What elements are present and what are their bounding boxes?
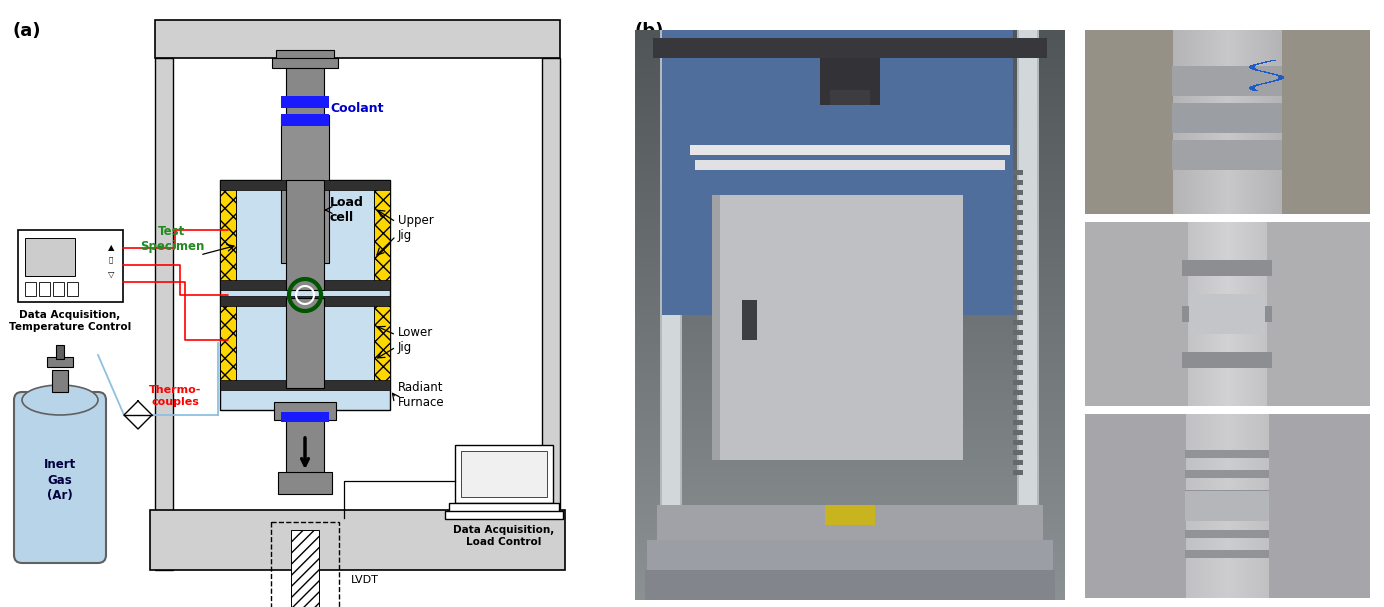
Text: Data Acquisition,
Load Control: Data Acquisition, Load Control: [454, 525, 555, 546]
Text: Thermo-
couples: Thermo- couples: [149, 385, 201, 407]
Bar: [220, 296, 390, 306]
Bar: [155, 58, 173, 570]
Bar: [374, 298, 390, 388]
Bar: [281, 115, 329, 263]
Bar: [220, 298, 237, 388]
Text: Load
cell: Load cell: [329, 196, 364, 224]
Bar: [543, 58, 561, 510]
Bar: [448, 503, 559, 513]
Bar: [220, 180, 237, 288]
Bar: [291, 530, 318, 607]
Text: Test
Specimen: Test Specimen: [140, 225, 205, 253]
Bar: [55, 345, 64, 359]
Bar: [53, 282, 64, 296]
Bar: [18, 230, 123, 302]
Text: (a): (a): [12, 22, 40, 40]
Bar: [455, 445, 554, 503]
Text: Lower
Jig: Lower Jig: [399, 326, 433, 354]
Bar: [220, 180, 390, 190]
Bar: [25, 282, 36, 296]
Bar: [149, 510, 565, 570]
Bar: [271, 522, 339, 607]
Bar: [281, 114, 329, 126]
Bar: [220, 180, 390, 410]
Text: Data Acquisition,
Temperature Control: Data Acquisition, Temperature Control: [8, 310, 131, 331]
FancyBboxPatch shape: [14, 392, 107, 563]
Bar: [274, 402, 336, 420]
Bar: [286, 410, 324, 480]
Bar: [286, 180, 324, 290]
Bar: [281, 96, 329, 108]
Bar: [286, 298, 324, 388]
Text: Coolant: Coolant: [329, 101, 383, 115]
Text: ▽: ▽: [108, 270, 115, 279]
Text: ▲: ▲: [108, 243, 115, 253]
Text: Upper
Jig: Upper Jig: [399, 214, 433, 242]
Text: Inert
Gas
(Ar): Inert Gas (Ar): [44, 458, 76, 501]
Bar: [25, 238, 75, 276]
Bar: [220, 380, 390, 390]
Text: (b): (b): [635, 22, 664, 40]
Bar: [155, 20, 561, 58]
Bar: [220, 280, 390, 290]
Text: Radiant
Furnace: Radiant Furnace: [399, 381, 444, 409]
Bar: [275, 50, 334, 62]
Bar: [374, 180, 390, 288]
Bar: [39, 282, 50, 296]
Bar: [286, 58, 324, 116]
Bar: [47, 357, 73, 367]
Text: LVDT: LVDT: [352, 575, 379, 585]
Bar: [53, 370, 68, 392]
Ellipse shape: [22, 385, 98, 415]
Text: ⬜: ⬜: [109, 257, 113, 263]
Bar: [273, 58, 338, 68]
Bar: [281, 412, 329, 422]
Bar: [66, 282, 78, 296]
Bar: [461, 451, 547, 497]
Bar: [446, 511, 563, 519]
Bar: [278, 472, 332, 494]
Bar: [286, 116, 324, 261]
